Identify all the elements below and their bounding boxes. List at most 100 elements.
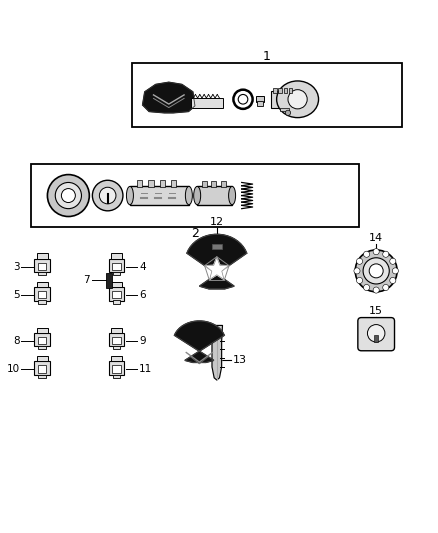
Text: 9: 9 [139, 336, 146, 346]
Text: 1: 1 [263, 51, 271, 63]
Bar [35, 361, 50, 375]
Bar [130, 187, 189, 205]
Bar [112, 263, 121, 270]
Bar [109, 259, 124, 272]
Bar [37, 356, 48, 361]
Bar [111, 253, 122, 259]
Bar [212, 244, 222, 249]
Bar [38, 263, 46, 270]
Bar [221, 181, 226, 187]
Circle shape [369, 264, 383, 278]
Circle shape [383, 251, 389, 257]
Circle shape [373, 287, 379, 293]
FancyBboxPatch shape [358, 318, 395, 351]
Bar [109, 287, 124, 301]
Bar [113, 272, 120, 275]
Circle shape [383, 285, 389, 290]
Circle shape [392, 268, 399, 274]
Bar [39, 346, 46, 349]
Circle shape [364, 251, 370, 257]
Ellipse shape [127, 187, 134, 205]
Circle shape [47, 175, 89, 216]
Ellipse shape [185, 187, 192, 205]
Bar [112, 291, 121, 298]
Text: 14: 14 [369, 233, 383, 244]
Bar [201, 181, 207, 187]
Bar [191, 98, 223, 108]
Circle shape [367, 325, 385, 342]
Text: 12: 12 [210, 217, 224, 227]
Bar [37, 253, 48, 259]
Bar [284, 88, 287, 93]
Bar [35, 333, 50, 346]
Text: 15: 15 [369, 306, 383, 316]
Circle shape [357, 258, 363, 264]
Text: 13: 13 [233, 356, 247, 365]
Bar [148, 180, 153, 187]
Bar [38, 365, 46, 373]
Bar [279, 88, 282, 93]
Circle shape [390, 258, 396, 264]
Bar [171, 180, 176, 187]
Bar [111, 282, 122, 287]
Polygon shape [211, 326, 223, 380]
Polygon shape [143, 82, 195, 113]
Bar [256, 96, 264, 102]
Text: 5: 5 [13, 290, 19, 300]
Text: 7: 7 [83, 276, 90, 286]
Bar [39, 375, 46, 378]
Bar [159, 180, 165, 187]
Circle shape [92, 180, 123, 211]
Bar [258, 101, 263, 106]
Bar [272, 91, 300, 108]
Bar [109, 361, 124, 375]
Bar [112, 337, 121, 344]
Bar [37, 282, 48, 287]
Polygon shape [174, 321, 224, 362]
Bar [35, 287, 50, 301]
Circle shape [390, 277, 396, 284]
Bar [37, 328, 48, 333]
Bar [211, 181, 216, 187]
Text: 6: 6 [139, 290, 146, 300]
Ellipse shape [194, 187, 201, 205]
Bar [132, 63, 403, 127]
Bar [35, 259, 50, 272]
Text: 4: 4 [139, 262, 146, 271]
Bar [39, 301, 46, 303]
Circle shape [373, 248, 379, 255]
Bar [137, 180, 142, 187]
Bar [111, 328, 122, 333]
Text: 8: 8 [13, 336, 19, 346]
Ellipse shape [277, 81, 318, 118]
Polygon shape [205, 257, 229, 279]
Bar [113, 301, 120, 303]
Text: 2: 2 [191, 227, 199, 240]
Bar [112, 365, 121, 373]
Polygon shape [187, 235, 247, 289]
Bar [38, 337, 46, 344]
Bar [111, 356, 122, 361]
Circle shape [286, 110, 290, 116]
Text: 11: 11 [139, 364, 152, 374]
Text: 10: 10 [6, 364, 19, 374]
Circle shape [55, 182, 81, 208]
Bar [38, 291, 46, 298]
Bar [113, 375, 120, 378]
Bar [289, 88, 292, 93]
Bar [106, 272, 112, 288]
Bar [113, 346, 120, 349]
Circle shape [357, 277, 363, 284]
Circle shape [354, 268, 360, 274]
Ellipse shape [229, 187, 236, 205]
Circle shape [99, 187, 116, 204]
Circle shape [61, 189, 75, 203]
Bar [39, 272, 46, 275]
Text: 3: 3 [13, 262, 19, 271]
Circle shape [288, 90, 307, 109]
Circle shape [363, 258, 389, 284]
Circle shape [364, 285, 370, 290]
Bar [31, 164, 359, 227]
Bar [280, 108, 289, 111]
Bar [109, 333, 124, 346]
